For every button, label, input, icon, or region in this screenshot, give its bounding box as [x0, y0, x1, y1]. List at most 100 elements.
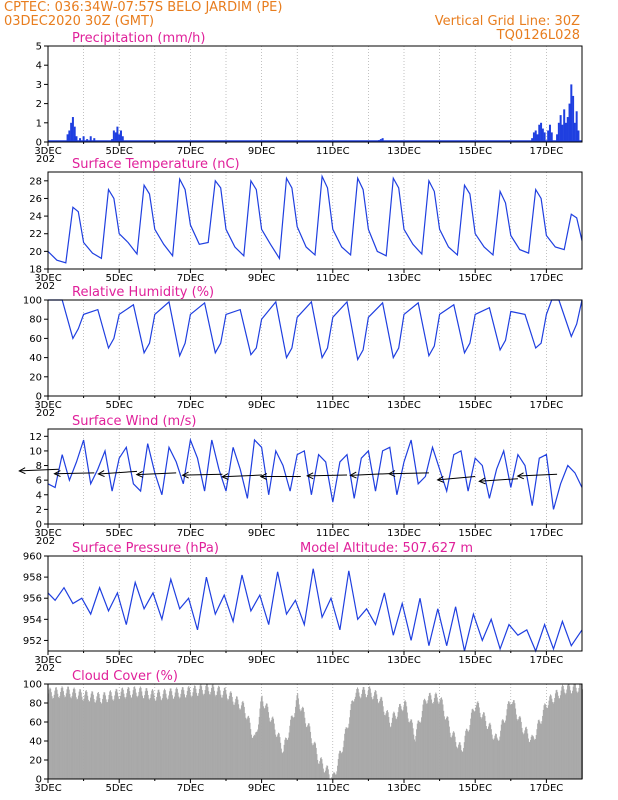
precip-bar: [561, 124, 564, 142]
precip-bar: [70, 122, 73, 142]
cloud-bar: [337, 759, 339, 779]
wind-arrowhead: [478, 477, 486, 485]
cloud-bar: [471, 709, 473, 779]
cloud-bar: [525, 727, 527, 779]
cloud-bar: [134, 688, 136, 779]
cloud-bar: [457, 747, 459, 779]
cloud-bar: [465, 728, 467, 779]
cloud-bar: [539, 723, 542, 779]
cloud-bar: [562, 684, 564, 779]
cloud-bar: [436, 693, 438, 779]
precip-bar: [573, 122, 576, 142]
cloud-bar: [431, 702, 433, 779]
cloud-bar: [220, 694, 222, 779]
cloud-bar: [100, 703, 102, 779]
panel-title: Precipitation (mm/h): [72, 31, 205, 46]
cloud-bar: [319, 758, 321, 779]
cloud-bar: [423, 698, 425, 779]
precip-bar: [75, 136, 78, 142]
cloud-bar: [181, 689, 183, 779]
cloud-bar: [279, 737, 281, 779]
cloud-bar: [352, 701, 354, 779]
cloud-bar: [537, 723, 539, 779]
cloud-bar: [191, 695, 193, 779]
cloud-bar: [433, 701, 435, 779]
cloud-bar: [119, 695, 121, 779]
cloud-bar: [255, 732, 257, 779]
cloud-bar: [334, 772, 336, 779]
x-tick-label: 5DEC: [106, 528, 133, 539]
cloud-bar: [481, 717, 483, 779]
cloud-bar: [319, 761, 321, 779]
cloud-bar: [189, 691, 191, 779]
precip-bar: [550, 132, 553, 142]
cloud-bar: [52, 698, 54, 779]
cloud-bar: [366, 697, 368, 779]
cloud-bar: [493, 739, 495, 779]
cloud-bar: [508, 701, 510, 779]
x-tick-label: 13DEC: [387, 655, 421, 666]
cloud-bar: [571, 693, 573, 779]
panel-annotation: Model Altitude: 507.627 m: [300, 541, 473, 556]
cloud-bar: [99, 698, 101, 779]
cloud-bar: [253, 734, 255, 779]
cloud-bar: [277, 732, 279, 779]
x-tick-label: 11DEC: [316, 400, 350, 411]
cloud-bar: [377, 702, 379, 779]
cloud-bar: [459, 742, 461, 779]
cloud-bar: [543, 705, 545, 779]
cloud-bar: [80, 689, 82, 779]
cloud-bar: [513, 700, 515, 779]
precip-bar: [381, 138, 384, 142]
cloud-bar: [344, 733, 346, 779]
cloud-bar: [315, 747, 317, 779]
cloud-bar: [271, 717, 273, 779]
cloud-bar: [213, 686, 215, 779]
cloud-bar: [247, 716, 249, 779]
y-tick-label: 20: [29, 756, 42, 767]
cloud-bar: [364, 689, 366, 779]
cloud-bar: [427, 700, 429, 779]
cloud-bar: [332, 774, 334, 779]
cloud-bar: [491, 734, 493, 779]
cloud-bar: [552, 702, 554, 779]
cloud-bar: [482, 714, 484, 779]
cloud-bar: [171, 691, 173, 779]
cloud-bar: [424, 699, 426, 779]
cloud-bar: [495, 733, 497, 779]
cloud-bar: [81, 696, 83, 779]
precip-bar: [79, 138, 82, 142]
cloud-bar: [339, 750, 341, 779]
x-tick-label: 15DEC: [458, 783, 492, 794]
y-tick-label: 40: [29, 353, 42, 364]
cloud-bar: [372, 698, 374, 779]
cloud-bar: [549, 694, 551, 779]
wind-arrowhead: [306, 472, 314, 480]
cloud-bar: [538, 719, 540, 779]
wind-arrow: [517, 473, 558, 477]
cloud-bar: [245, 719, 247, 779]
precip-bar: [563, 109, 566, 142]
cloud-bar: [273, 723, 275, 779]
cloud-bar: [80, 692, 82, 779]
cloud-bar: [383, 711, 385, 779]
cloud-bar: [359, 698, 361, 779]
cloud-bar: [200, 684, 202, 779]
y-tick-label: 100: [23, 296, 42, 307]
cloud-bar: [237, 699, 239, 779]
cloud-bar: [355, 692, 357, 779]
cloud-bar: [369, 686, 371, 779]
precip-bar: [121, 136, 124, 142]
wind-arrow: [98, 470, 138, 475]
precip-bar: [532, 132, 535, 142]
cloud-bar: [389, 722, 391, 779]
cloud-bar: [345, 727, 347, 779]
cloud-bar: [199, 685, 201, 779]
cloud-bar: [270, 721, 272, 779]
cloud-bar: [318, 764, 320, 779]
cloud-bar: [522, 734, 524, 779]
cloud-bar: [569, 690, 571, 779]
precip-bar: [572, 95, 575, 142]
cloud-bar: [211, 684, 213, 779]
cloud-bar: [418, 720, 420, 779]
